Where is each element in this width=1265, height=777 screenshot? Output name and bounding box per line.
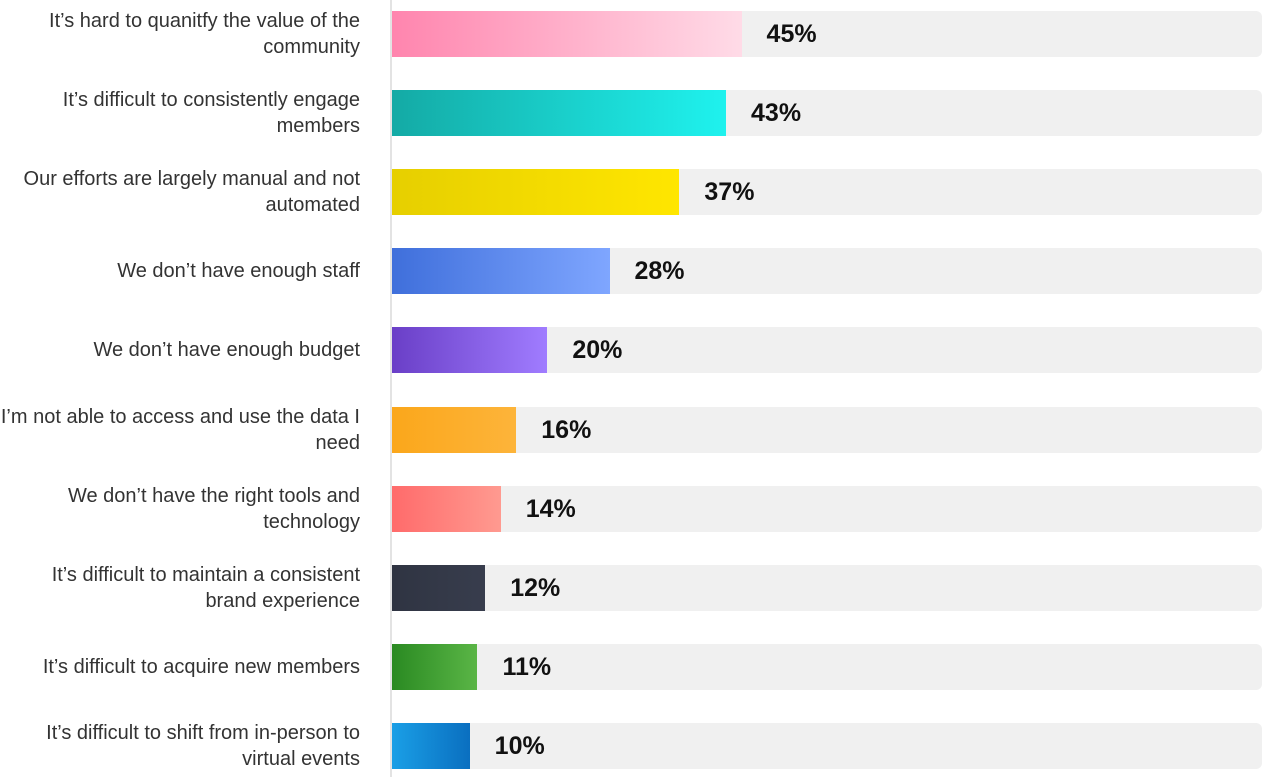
- value-label: 10%: [494, 731, 545, 760]
- value-label: 45%: [766, 20, 817, 48]
- category-label: It’s hard to quanitfy the value of the c…: [49, 10, 360, 58]
- bar-track: [392, 564, 1262, 611]
- category-label: Our efforts are largely manual and not a…: [23, 168, 360, 217]
- bar: [392, 564, 486, 611]
- category-label: We don’t have the right tools and techno…: [67, 484, 360, 533]
- value-label: 28%: [634, 257, 685, 286]
- bar: [392, 248, 610, 295]
- bar: [392, 722, 470, 769]
- category-label: It’s difficult to shift from in-person t…: [46, 721, 360, 770]
- value-label: 12%: [510, 573, 561, 602]
- bar-track: [392, 722, 1262, 769]
- category-label: We don’t have enough budget: [93, 339, 360, 362]
- bar: [392, 485, 501, 532]
- bar-track: [392, 406, 1262, 453]
- category-label: It’s difficult to acquire new members: [42, 655, 360, 678]
- category-label: It’s difficult to consistently engage me…: [62, 89, 360, 138]
- category-label: I’m not able to access and use the data …: [0, 405, 360, 454]
- value-label: 16%: [541, 415, 592, 444]
- category-label: It’s difficult to maintain a consistent …: [51, 563, 360, 612]
- bar-track: [392, 485, 1262, 532]
- bar: [392, 90, 727, 137]
- bar: [392, 406, 517, 453]
- value-label: 20%: [572, 336, 623, 365]
- category-label: We don’t have enough staff: [117, 260, 360, 283]
- bar: [392, 327, 548, 374]
- value-label: 37%: [704, 178, 755, 207]
- value-label: 14%: [525, 494, 576, 523]
- bar: [392, 169, 680, 216]
- value-label: 43%: [751, 99, 802, 128]
- bar-track: [392, 643, 1262, 690]
- axis-line: [390, 0, 392, 777]
- value-label: 11%: [502, 652, 552, 681]
- bar: [392, 11, 742, 57]
- bar: [392, 643, 478, 690]
